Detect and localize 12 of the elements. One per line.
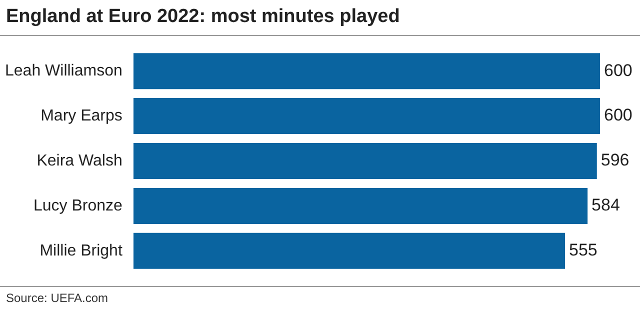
data-label: 600 [604,106,632,125]
data-label: 584 [592,196,620,215]
y-tick-label: Keira Walsh [36,152,122,170]
y-tick-label: Millie Bright [40,242,123,260]
chart-title: England at Euro 2022: most minutes played [0,0,640,36]
data-label: 555 [569,240,598,260]
data-label: 600 [604,60,632,80]
y-tick-label: Lucy Bronze [33,197,122,214]
source-note: Source: UEFA.com [0,286,640,309]
y-tick-label: Leah Williamson [4,62,122,80]
data-label: 596 [600,150,630,170]
y-tick-label: Mary Earps [40,107,122,124]
